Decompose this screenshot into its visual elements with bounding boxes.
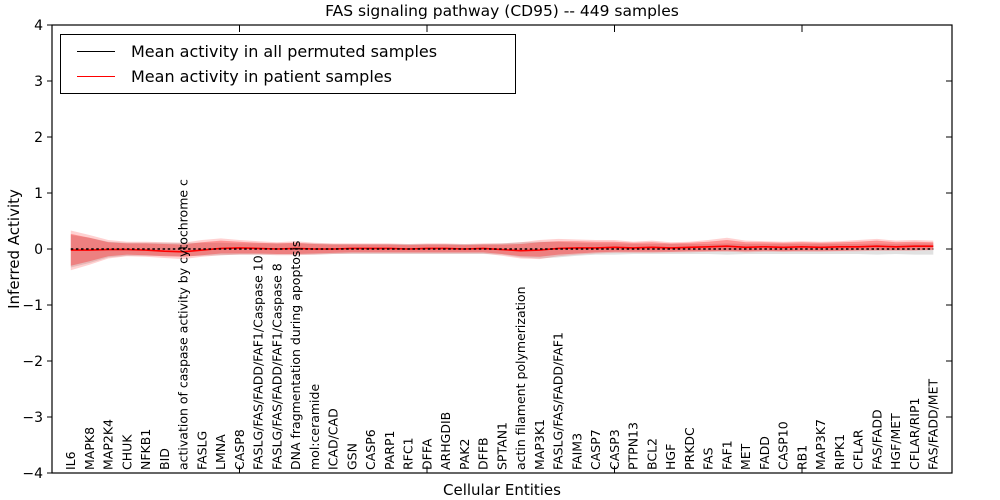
x-category-label: FAF1 (719, 440, 734, 470)
permuted-confidence-band (70, 235, 934, 268)
x-category-label: PRKDC (682, 427, 697, 470)
x-category-label: MAPK8 (82, 427, 97, 470)
x-category-label: MAP3K7 (813, 419, 828, 470)
legend-label-permuted: Mean activity in all permuted samples (131, 42, 438, 62)
x-category-label: FADD (757, 436, 772, 470)
legend-box: Mean activity in all permuted samples Me… (60, 34, 516, 94)
x-category-label: FASLG/FAS/FADD/FAF1/Caspase 10 (251, 255, 266, 470)
patient-line-sample-icon (77, 75, 115, 77)
x-category-label: DFFA (419, 438, 434, 470)
x-category-label: FAS (701, 447, 716, 470)
x-category-label: FAIM3 (569, 433, 584, 470)
permuted-line-sample-icon (77, 51, 115, 53)
x-category-label: FASLG (194, 431, 209, 470)
x-category-label: RB1 (794, 445, 809, 470)
x-category-label: MAP3K1 (532, 419, 547, 470)
chart-title: FAS signaling pathway (CD95) -- 449 samp… (325, 2, 679, 20)
y-tick-label: 4 (34, 18, 43, 34)
y-tick-label: −4 (22, 466, 43, 482)
x-category-label: SPTAN1 (494, 422, 509, 470)
x-category-label: FASLG/FAS/FADD/FAF1 (551, 332, 566, 470)
y-tick-label: 2 (34, 130, 43, 146)
x-category-label: FAS/FADD (869, 409, 884, 470)
x-category-label: LMNA (213, 434, 228, 470)
y-tick-label: 1 (34, 186, 43, 202)
x-category-label: activation of caspase activity by cytoch… (176, 179, 191, 470)
x-category-label: RIPK1 (832, 434, 847, 470)
x-category-label: ICAD/CAD (326, 408, 341, 470)
x-category-label: DFFB (476, 437, 491, 470)
y-axis-label: Inferred Activity (5, 189, 23, 309)
x-category-label: HGF/MET (888, 413, 903, 470)
y-tick-label: 3 (34, 74, 43, 90)
x-category-label: PARP1 (382, 431, 397, 470)
x-axis-label: Cellular Entities (443, 481, 561, 499)
x-category-label: CFLAR/RIP1 (907, 398, 922, 470)
x-category-label: CHUK (119, 434, 134, 470)
x-category-label: CASP3 (607, 429, 622, 470)
x-category-label: PAK2 (457, 439, 472, 470)
x-category-label: mol:ceramide (307, 384, 322, 470)
x-category-label: CFLAR (851, 429, 866, 470)
x-category-label: MAP2K4 (101, 419, 116, 470)
x-category-label: IL6 (63, 451, 78, 470)
x-category-label: CASP10 (776, 421, 791, 470)
y-tick-label: 0 (34, 242, 43, 258)
x-category-label: CASP8 (232, 429, 247, 470)
x-category-label: NFKB1 (138, 429, 153, 470)
y-tick-label: −2 (22, 354, 43, 370)
legend-item-patient: Mean activity in patient samples (61, 67, 515, 86)
x-category-label: BID (157, 448, 172, 470)
x-category-label: PTPN13 (626, 422, 641, 470)
y-tick-label: −1 (22, 298, 43, 314)
legend-item-permuted: Mean activity in all permuted samples (61, 42, 515, 61)
x-category-label: actin filament polymerization (513, 286, 528, 470)
x-category-label: ARHGDIB (438, 412, 453, 470)
legend-label-patient: Mean activity in patient samples (131, 66, 392, 86)
x-category-label: MET (738, 443, 753, 470)
x-category-label: HGF (663, 444, 678, 470)
x-category-label: FAS/FADD/MET (926, 379, 941, 470)
x-category-label: FASLG/FAS/FADD/FAF1/Caspase 8 (269, 263, 284, 470)
x-category-label: DNA fragmentation during apoptosis (288, 241, 303, 470)
x-category-label: CASP6 (363, 429, 378, 470)
x-category-label: RFC1 (401, 437, 416, 470)
x-category-label: GSN (344, 443, 359, 470)
y-tick-label: −3 (22, 410, 43, 426)
x-category-label: BCL2 (644, 438, 659, 470)
x-category-label: CASP7 (588, 429, 603, 470)
